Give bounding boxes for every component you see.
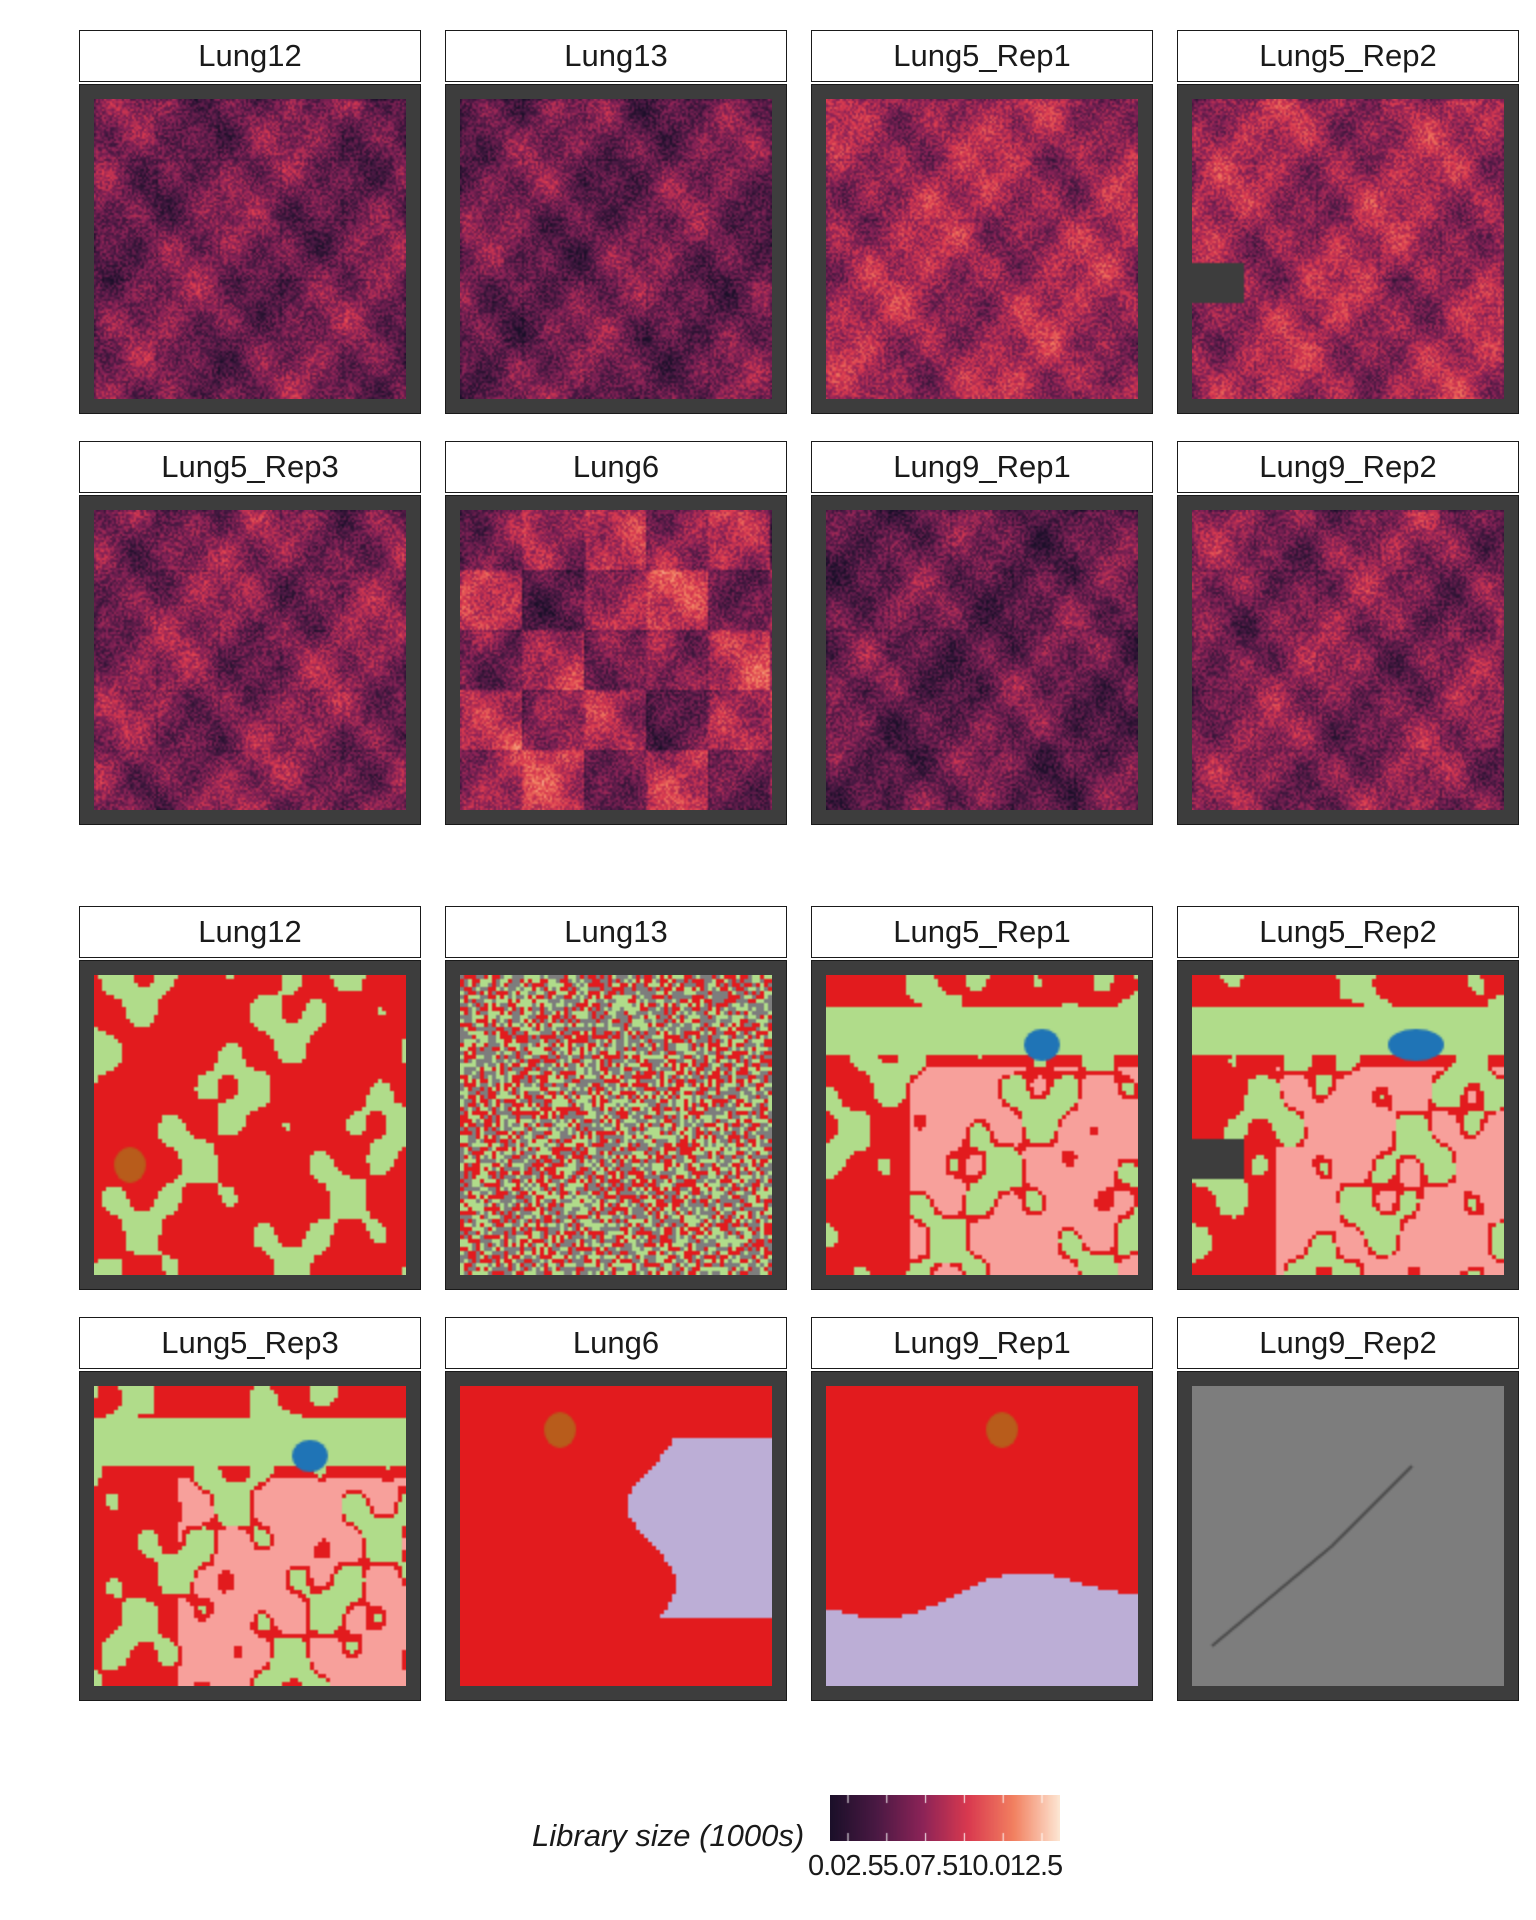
cluster-map bbox=[94, 1386, 406, 1686]
facet-strip-label: Lung6 bbox=[445, 441, 787, 493]
bottom_grid-panel-2: Lung5_Rep1 bbox=[811, 906, 1153, 1290]
facet-strip-label: Lung5_Rep2 bbox=[1177, 906, 1519, 958]
spatial-plot-frame bbox=[445, 1371, 787, 1701]
library-size-heatmap bbox=[94, 510, 406, 810]
spatial-plot-frame bbox=[1177, 84, 1519, 414]
library-size-heatmap bbox=[826, 99, 1138, 399]
top_grid-panel-4: Lung5_Rep3 bbox=[79, 441, 421, 825]
facet-strip-label: Lung5_Rep1 bbox=[811, 30, 1153, 82]
top_grid-panel-5: Lung6 bbox=[445, 441, 787, 825]
top_grid-panel-2: Lung5_Rep1 bbox=[811, 30, 1153, 414]
facet-strip-label: Lung12 bbox=[79, 906, 421, 958]
facet-strip-label: Lung5_Rep2 bbox=[1177, 30, 1519, 82]
colorbar-tick-labels: 0.02.55.07.510.012.5 bbox=[808, 1850, 1063, 1882]
cluster-map bbox=[460, 1386, 772, 1686]
library-size-heatmap bbox=[1192, 99, 1504, 399]
facet-strip-label: Lung13 bbox=[445, 906, 787, 958]
bottom_grid-panel-0: Lung12 bbox=[79, 906, 421, 1290]
top_grid-panel-6: Lung9_Rep1 bbox=[811, 441, 1153, 825]
cluster-map bbox=[460, 975, 772, 1275]
facet-strip-label: Lung9_Rep1 bbox=[811, 441, 1153, 493]
spatial-plot-frame bbox=[1177, 1371, 1519, 1701]
facet-strip-label: Lung6 bbox=[445, 1317, 787, 1369]
legend-title: Library size (1000s) bbox=[532, 1818, 805, 1853]
cluster-map bbox=[1192, 1386, 1504, 1686]
cluster-map bbox=[826, 1386, 1138, 1686]
library-size-heatmap bbox=[94, 99, 406, 399]
library-size-heatmap bbox=[460, 510, 772, 810]
facet-strip-label: Lung5_Rep3 bbox=[79, 441, 421, 493]
bottom_grid-panel-6: Lung9_Rep1 bbox=[811, 1317, 1153, 1701]
top_grid-panel-1: Lung13 bbox=[445, 30, 787, 414]
spatial-plot-frame bbox=[445, 960, 787, 1290]
facet-strip-label: Lung5_Rep1 bbox=[811, 906, 1153, 958]
bottom_grid-panel-5: Lung6 bbox=[445, 1317, 787, 1701]
spatial-plot-frame bbox=[811, 960, 1153, 1290]
spatial-plot-frame bbox=[79, 960, 421, 1290]
top_grid-panel-0: Lung12 bbox=[79, 30, 421, 414]
cluster-map bbox=[94, 975, 406, 1275]
facet-strip-label: Lung13 bbox=[445, 30, 787, 82]
colorbar bbox=[830, 1795, 1060, 1841]
spatial-plot-frame bbox=[1177, 960, 1519, 1290]
facet-strip-label: Lung12 bbox=[79, 30, 421, 82]
facet-strip-label: Lung9_Rep2 bbox=[1177, 1317, 1519, 1369]
spatial-plot-frame bbox=[79, 84, 421, 414]
spatial-plot-frame bbox=[811, 495, 1153, 825]
library-size-heatmap bbox=[1192, 510, 1504, 810]
spatial-plot-frame bbox=[445, 495, 787, 825]
spatial-plot-frame bbox=[79, 1371, 421, 1701]
bottom_grid-panel-3: Lung5_Rep2 bbox=[1177, 906, 1519, 1290]
bottom_grid-panel-1: Lung13 bbox=[445, 906, 787, 1290]
bottom_grid-panel-7: Lung9_Rep2 bbox=[1177, 1317, 1519, 1701]
library-size-heatmap bbox=[826, 510, 1138, 810]
top_grid-panel-7: Lung9_Rep2 bbox=[1177, 441, 1519, 825]
bottom_grid-panel-4: Lung5_Rep3 bbox=[79, 1317, 421, 1701]
spatial-plot-frame bbox=[79, 495, 421, 825]
cluster-map bbox=[826, 975, 1138, 1275]
spatial-plot-frame bbox=[445, 84, 787, 414]
spatial-plot-frame bbox=[811, 1371, 1153, 1701]
spatial-plot-frame bbox=[1177, 495, 1519, 825]
spatial-plot-frame bbox=[811, 84, 1153, 414]
top_grid-panel-3: Lung5_Rep2 bbox=[1177, 30, 1519, 414]
cluster-map bbox=[1192, 975, 1504, 1275]
facet-strip-label: Lung5_Rep3 bbox=[79, 1317, 421, 1369]
facet-strip-label: Lung9_Rep1 bbox=[811, 1317, 1153, 1369]
library-size-heatmap bbox=[460, 99, 772, 399]
facet-strip-label: Lung9_Rep2 bbox=[1177, 441, 1519, 493]
